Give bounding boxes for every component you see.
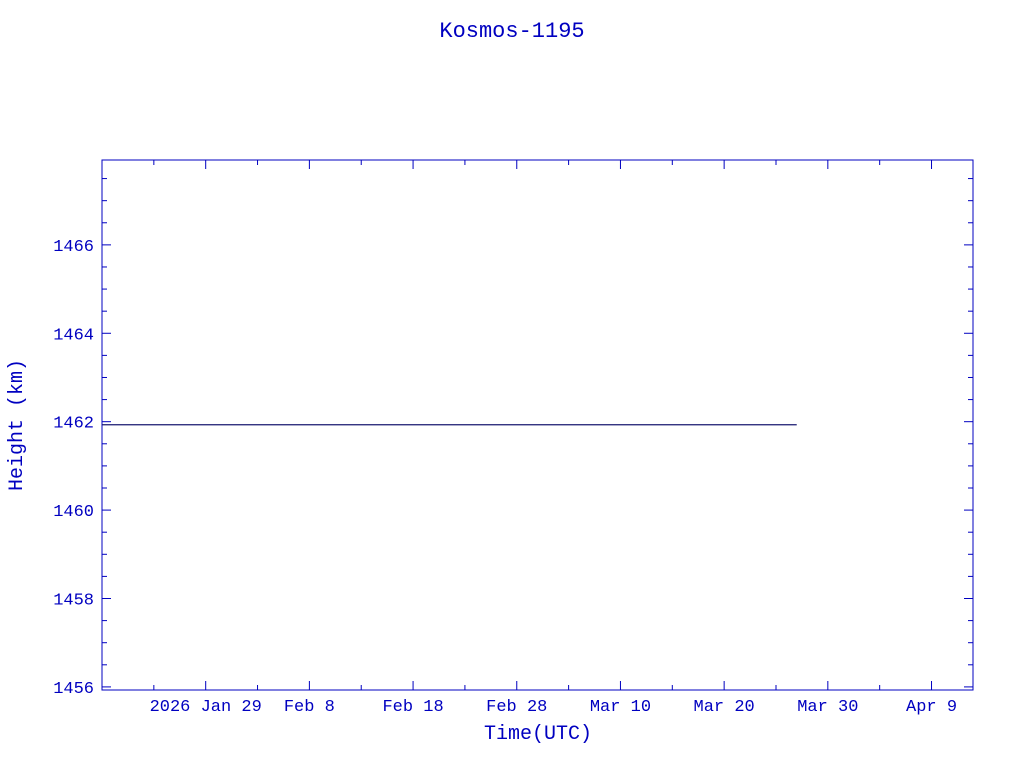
x-tick-label: Feb 18 xyxy=(382,698,443,717)
x-tick-label: Feb 8 xyxy=(284,698,335,717)
x-axis-label: Time(UTC) xyxy=(484,723,592,746)
x-tick-label: Mar 10 xyxy=(590,698,651,717)
y-axis-label: Height (km) xyxy=(6,359,29,491)
x-tick-labels: 2026 Jan 29 Feb 8 Feb 18 Feb 28 Mar 10 Mar 20… xyxy=(150,698,957,717)
axis-ticks xyxy=(101,160,973,690)
x-tick-label: Mar 30 xyxy=(797,698,858,717)
chart-title: Kosmos-1195 xyxy=(439,19,584,44)
y-tick-label: 1462 xyxy=(53,415,94,434)
x-tick-label: Mar 20 xyxy=(694,698,755,717)
y-tick-label: 1456 xyxy=(53,680,94,699)
y-tick-label: 1458 xyxy=(53,591,94,610)
y-tick-label: 1464 xyxy=(53,326,94,345)
y-tick-label: 1460 xyxy=(53,503,94,522)
y-tick-labels: 1456 1458 1460 1462 1464 1466 xyxy=(53,238,94,699)
x-tick-label: Feb 28 xyxy=(486,698,547,717)
y-tick-label: 1466 xyxy=(53,238,94,257)
x-tick-label: 2026 Jan 29 xyxy=(150,698,262,717)
x-tick-label: Apr 9 xyxy=(906,698,957,717)
